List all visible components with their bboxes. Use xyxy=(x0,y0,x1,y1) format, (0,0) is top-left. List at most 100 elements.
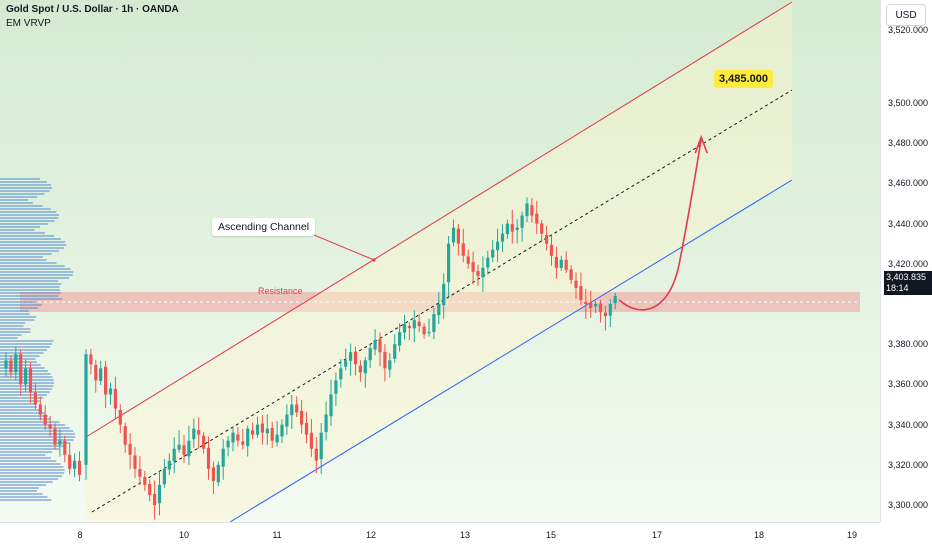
volume-profile-bar xyxy=(0,244,67,246)
channel-lower-line xyxy=(229,179,793,522)
volume-profile-bar xyxy=(0,262,57,264)
projection-arrowhead xyxy=(694,134,708,154)
candle-body xyxy=(564,259,568,270)
indicator-label[interactable]: EM VRVP xyxy=(6,18,51,29)
candle-body xyxy=(515,227,519,230)
candle-body xyxy=(192,428,196,440)
volume-profile-bar xyxy=(0,403,36,405)
volume-profile-bar xyxy=(0,178,41,180)
candle-body xyxy=(304,422,309,435)
volume-profile-bar xyxy=(0,370,48,372)
candle-body xyxy=(206,447,211,469)
volume-profile-bar xyxy=(0,466,64,468)
candle-body xyxy=(38,404,42,415)
volume-profile-bar xyxy=(0,454,46,456)
volume-profile-bar xyxy=(0,427,70,429)
volume-profile-bar xyxy=(0,391,50,393)
volume-profile-bar xyxy=(0,193,45,195)
price-axis[interactable] xyxy=(880,0,932,522)
volume-profile-bar xyxy=(0,187,52,189)
chart-plot-area[interactable]: Gold Spot / U.S. Dollar · 1h · OANDA EM … xyxy=(0,0,880,522)
candle-body xyxy=(339,368,343,380)
candle-body xyxy=(153,493,157,505)
last-price-tag: 3,403.835 18:14 xyxy=(884,271,932,295)
candle-body xyxy=(442,283,446,306)
volume-profile-bar xyxy=(0,469,65,471)
candle-body xyxy=(402,324,407,333)
candle-body xyxy=(456,228,460,244)
volume-profile-bar xyxy=(0,343,53,345)
candle-body xyxy=(412,320,416,329)
candle-body xyxy=(84,354,88,465)
candle-body xyxy=(545,235,549,244)
volume-profile-bar xyxy=(0,202,33,204)
candle-body xyxy=(471,262,475,272)
volume-profile-bar xyxy=(0,247,65,249)
candle-body xyxy=(77,460,82,475)
volume-profile-bar xyxy=(0,337,18,339)
candle-body xyxy=(241,441,245,445)
candle-body xyxy=(594,304,598,307)
volume-profile-bar xyxy=(0,421,60,423)
time-tick-label: 17 xyxy=(651,530,663,540)
candle-body xyxy=(99,368,103,381)
volume-profile-bar xyxy=(0,241,66,243)
time-tick-label: 13 xyxy=(459,530,471,540)
channel-upper-line xyxy=(85,1,793,438)
candle-body xyxy=(569,269,573,280)
volume-profile-bar xyxy=(0,322,25,324)
candle-body xyxy=(275,434,279,443)
candle-body xyxy=(378,339,382,353)
currency-button[interactable]: USD xyxy=(886,4,926,26)
volume-profile-bar xyxy=(0,394,47,396)
volume-profile-bar xyxy=(0,358,36,360)
price-tick-label: 3,520.000 xyxy=(888,25,929,35)
volume-profile-bar xyxy=(0,271,74,273)
candle-body xyxy=(309,432,313,449)
volume-profile-bar xyxy=(0,385,54,387)
candle-body xyxy=(290,404,294,416)
candle-body xyxy=(148,483,152,495)
candle-body xyxy=(520,215,524,228)
volume-profile-bar xyxy=(0,250,59,252)
candle-body xyxy=(432,314,436,332)
volume-profile-bar xyxy=(0,496,48,498)
candle-body xyxy=(14,354,18,373)
candle-body xyxy=(48,424,52,429)
volume-profile-bar xyxy=(0,352,44,354)
volume-profile-bar xyxy=(0,460,57,462)
time-tick-label: 19 xyxy=(846,530,858,540)
volume-profile-bar xyxy=(0,319,35,321)
candle-body xyxy=(358,365,362,373)
volume-profile-bar xyxy=(0,256,43,258)
last-price-value: 3,403.835 xyxy=(886,272,927,282)
candle-body xyxy=(24,368,28,385)
volume-profile-bar xyxy=(0,199,29,201)
candle-body xyxy=(118,409,122,425)
volume-profile-bar xyxy=(0,463,61,465)
volume-profile-bar xyxy=(0,268,71,270)
channel-fill xyxy=(86,2,792,522)
price-tick-label: 3,360.000 xyxy=(888,379,929,390)
volume-profile-bar xyxy=(0,439,74,441)
candle-body xyxy=(314,448,318,461)
candle-body xyxy=(73,460,77,469)
candle-body xyxy=(211,467,215,481)
candle-body xyxy=(334,380,338,394)
time-axis[interactable] xyxy=(0,522,880,551)
candle-body xyxy=(344,360,348,367)
channel-callout[interactable]: Ascending Channel xyxy=(212,218,316,236)
volume-profile-bar xyxy=(0,418,51,420)
volume-profile-bar xyxy=(0,304,42,306)
candle-body xyxy=(285,414,289,427)
candle-body xyxy=(554,256,558,268)
volume-profile-bar xyxy=(0,340,54,342)
candle-body xyxy=(94,364,98,381)
volume-profile-bar xyxy=(0,424,65,426)
target-price-label[interactable]: 3,485.000 xyxy=(714,70,773,88)
volume-profile-bar xyxy=(0,208,51,210)
candle-body xyxy=(398,332,402,346)
candle-body xyxy=(197,430,201,435)
candle-body xyxy=(393,344,397,359)
price-tick-label: 3,300.000 xyxy=(888,500,929,510)
